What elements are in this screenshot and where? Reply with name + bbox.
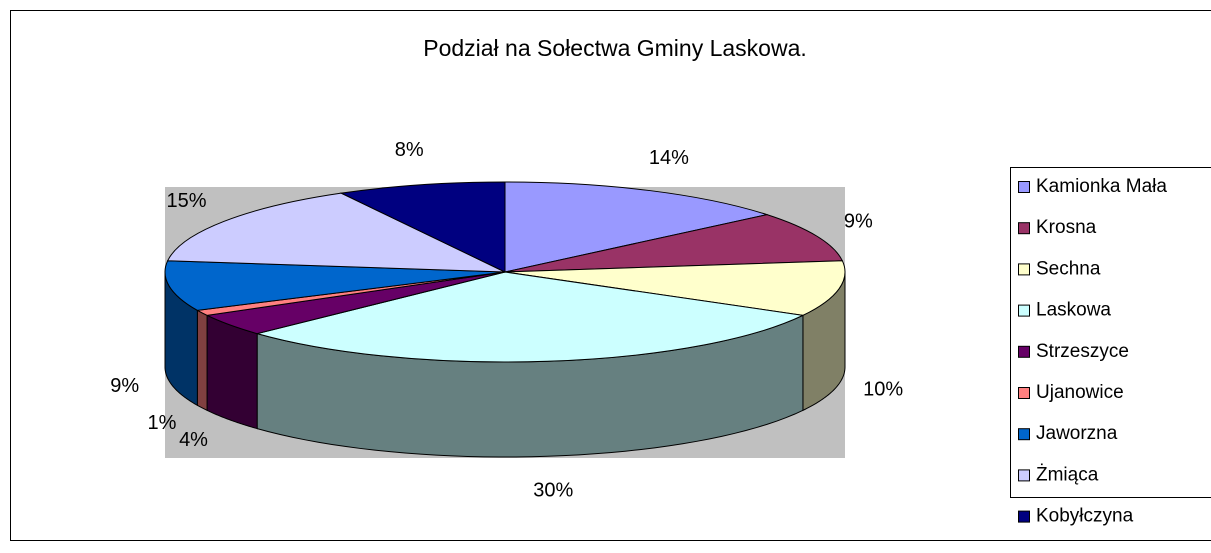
legend-swatch [1018,304,1030,317]
legend-swatch [1018,263,1030,276]
data-label: 15% [167,190,207,212]
legend-label: Strzeszyce [1036,341,1129,362]
legend-box [1010,167,1211,498]
pie-slice [504,260,846,316]
legend-label: Kobyłczyna [1036,506,1134,527]
legend-label: Jaworzna [1036,423,1118,444]
data-label: 9% [110,375,139,397]
pie-slice [255,271,805,363]
data-label: 14% [649,147,689,169]
legend-swatch [1018,181,1030,193]
legend-swatch [1018,222,1030,235]
chart-title: Podział na Sołectwa Gminy Laskowa. [423,35,807,61]
pie-slice [164,260,506,311]
pie-slice [339,181,506,273]
legend-label: Laskowa [1036,300,1111,321]
legend-label: Kamionka Mała [1036,176,1167,197]
data-label: 4% [179,429,208,451]
data-label: 9% [844,211,873,233]
data-label: 10% [863,379,903,401]
legend-label: Sechna [1036,258,1101,279]
pie-slice [504,214,844,273]
legend-swatch [1018,345,1030,358]
pie-slice [166,192,506,273]
legend-swatch [1018,387,1030,399]
pie-side [206,314,258,430]
legend-label: Krosna [1036,217,1097,238]
data-label: 1% [148,412,177,434]
data-label: 8% [395,139,424,161]
pie-side [196,309,208,412]
legend-swatch [1018,428,1030,441]
pie-slice [504,181,769,273]
legend-swatch [1018,469,1030,482]
legend-label: Żmiąca [1036,464,1099,485]
legend-label: Ujanowice [1036,382,1124,403]
data-label: 30% [533,479,573,501]
legend-swatch [1018,510,1030,523]
